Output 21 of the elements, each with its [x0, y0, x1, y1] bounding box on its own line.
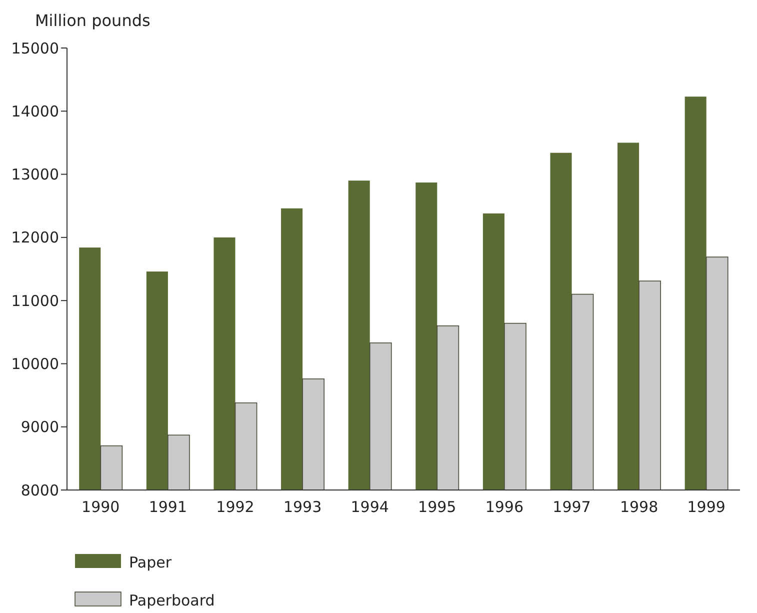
y-tick-label: 12000: [11, 228, 59, 247]
y-tick-label: 9000: [20, 418, 59, 436]
legend-label: Paper: [129, 553, 172, 572]
x-tick-label: 1999: [687, 498, 726, 516]
x-tick-label: 1990: [82, 498, 120, 516]
y-axis-title: Million pounds: [35, 11, 150, 30]
y-tick-label: 10000: [11, 354, 59, 373]
legend-label: Paperboard: [129, 591, 215, 610]
x-tick-label: 1992: [216, 498, 254, 516]
x-tick-label: 1991: [148, 498, 188, 516]
x-tick-label: 1995: [418, 498, 456, 516]
y-tick-label: 15000: [11, 39, 59, 58]
y-tick-label: 13000: [11, 166, 59, 184]
x-tick-label: 1998: [620, 498, 658, 516]
x-tick-label: 1994: [350, 498, 389, 516]
y-tick-label: 11000: [11, 292, 59, 310]
x-tick-label: 1996: [485, 498, 524, 516]
x-tick-label: 1997: [552, 498, 591, 516]
x-tick-label: 1993: [283, 498, 322, 516]
y-tick-label: 8000: [20, 481, 59, 500]
y-tick-label: 14000: [11, 102, 59, 120]
